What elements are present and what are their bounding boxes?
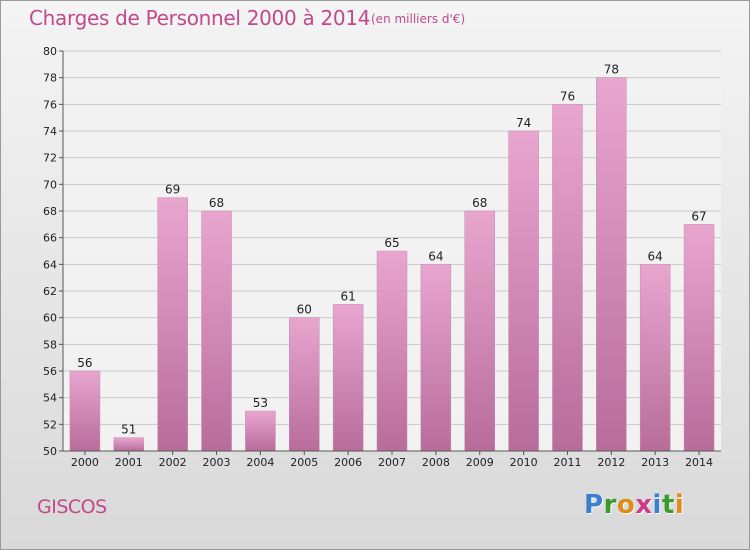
logo-letter: P [584, 490, 604, 520]
y-tick-label: 50 [43, 445, 57, 458]
x-tick-label: 2007 [378, 456, 406, 469]
bar-2005 [289, 317, 320, 452]
y-tick-label: 76 [43, 98, 57, 111]
proxiti-logo: Proxiti [584, 490, 684, 520]
bar-2002 [157, 197, 188, 452]
data-label: 64 [428, 249, 443, 263]
y-tick-label: 78 [43, 72, 57, 85]
logo-letter: i [652, 490, 662, 520]
y-tick-label: 52 [43, 418, 57, 431]
logo-letter: r [603, 490, 617, 520]
data-label: 56 [77, 356, 92, 370]
bar-2008 [420, 264, 452, 452]
x-tick-label: 2009 [466, 456, 494, 469]
data-label: 69 [165, 183, 180, 197]
x-tick-label: 2011 [553, 456, 581, 469]
data-label: 68 [472, 196, 487, 210]
y-tick-label: 54 [43, 392, 57, 405]
data-label: 53 [253, 396, 268, 410]
x-tick-label: 2004 [246, 456, 274, 469]
bars: 56 51 69 68 53 60 61 65 64 68 74 76 78 64 67 [69, 63, 715, 452]
chart-subtitle: (en milliers d'€) [371, 12, 466, 26]
axes: 50 52 54 56 58 60 62 64 66 68 70 72 74 76 78 80 2000 2001… [43, 45, 721, 469]
x-tick-label: 2014 [685, 456, 713, 469]
x-tick-label: 2006 [334, 456, 362, 469]
x-tick-label: 2005 [290, 456, 318, 469]
bar-2012 [596, 77, 627, 452]
x-tick-label: 2013 [641, 456, 669, 469]
y-tick-label: 80 [43, 45, 57, 58]
bar-2004 [245, 410, 276, 452]
data-label: 78 [604, 63, 619, 77]
y-tick-label: 62 [43, 285, 57, 298]
logo-letter: x [635, 490, 653, 520]
x-tick-label: 2010 [510, 456, 538, 469]
logo-letter: i [674, 490, 685, 520]
bar-2003 [201, 210, 232, 452]
bar-2001 [113, 437, 145, 452]
x-tick-label: 2002 [159, 456, 187, 469]
data-label: 65 [384, 236, 399, 250]
y-tick-label: 56 [43, 365, 57, 378]
logo-letter: t [661, 490, 675, 520]
bar-2011 [552, 104, 583, 452]
bar-2014 [683, 224, 715, 452]
x-tick-label: 2001 [115, 456, 143, 469]
data-label: 74 [516, 116, 531, 130]
x-tick-label: 2012 [597, 456, 625, 469]
data-label: 68 [209, 196, 224, 210]
chart-title: Charges de Personnel 2000 à 2014 [29, 6, 371, 30]
data-label: 61 [340, 289, 355, 303]
data-label: 64 [648, 249, 663, 263]
y-tick-label: 70 [43, 178, 57, 191]
commune-name: GISCOS [37, 496, 107, 518]
y-tick-label: 58 [43, 338, 57, 351]
y-tick-label: 60 [43, 312, 57, 325]
bar-2000 [69, 370, 101, 452]
x-tick-label: 2003 [203, 456, 231, 469]
y-tick-label: 74 [43, 125, 57, 138]
bar-2006 [332, 304, 364, 452]
data-label: 60 [297, 303, 312, 317]
y-tick-label: 64 [43, 258, 57, 271]
data-label: 51 [121, 423, 136, 437]
bar-2009 [464, 210, 495, 452]
y-tick-label: 68 [43, 205, 57, 218]
data-label: 67 [691, 209, 706, 223]
x-tick-label: 2008 [422, 456, 450, 469]
y-tick-label: 72 [43, 152, 57, 165]
bar-2013 [639, 264, 671, 452]
logo-letter: o [616, 490, 636, 520]
data-label: 76 [560, 89, 575, 103]
bar-2007 [376, 250, 408, 452]
y-tick-label: 66 [43, 232, 57, 245]
bar-2010 [508, 130, 539, 452]
x-tick-label: 2000 [71, 456, 99, 469]
